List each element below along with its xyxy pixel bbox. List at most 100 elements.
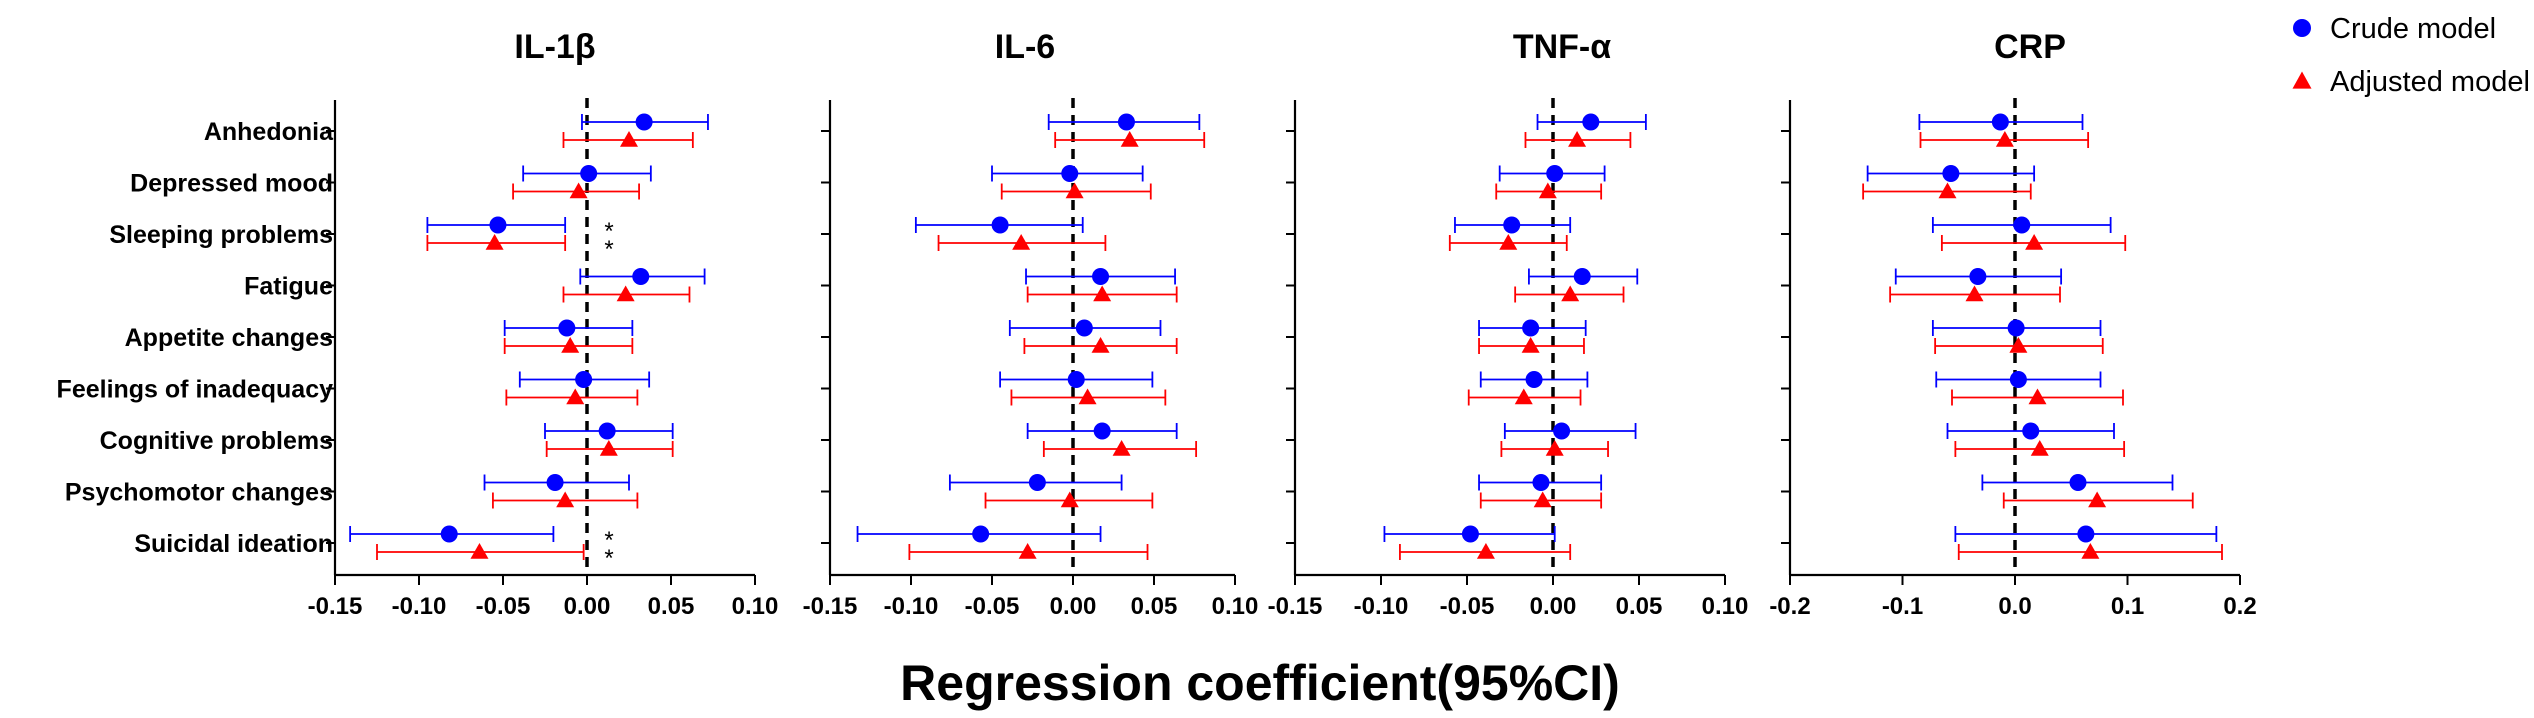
x-tick-label: 0.05 [648,593,695,620]
x-tick-label: 0.05 [1131,593,1178,620]
adjusted-point [1499,234,1518,250]
x-tick-label: 0.00 [564,593,611,620]
crude-point [1969,268,1987,285]
category-label: Psychomotor changes [65,479,333,507]
crude-point [632,268,650,285]
adjusted-point [1093,285,1112,302]
category-label: Feelings of inadequacy [57,376,334,404]
category-label: Sleeping problems [109,221,333,249]
x-tick-label: 0.05 [1616,593,1663,620]
adjusted-point [1514,388,1533,405]
category-label: Appetite changes [125,324,333,352]
significance-star: * [604,527,613,554]
adjusted-point [485,234,504,250]
adjusted-point [1995,131,2014,147]
legend-crude-marker [2293,19,2311,37]
crude-point [546,474,564,491]
crude-point [2013,216,2031,234]
adjusted-point [1120,131,1139,147]
panel-title: CRP [1994,28,2066,66]
adjusted-point [1521,337,1540,353]
category-label: Anhedonia [204,118,334,146]
x-tick-label: -0.05 [1440,593,1495,620]
panel-2: TNF-α -0.15 -0.10 -0.05 0.00 0.05 0.10 [1268,28,1749,620]
crude-point [2077,525,2095,543]
crude-point [991,216,1009,234]
adjusted-point [2030,440,2049,456]
crude-point [558,319,576,337]
x-tick-label: -0.15 [1268,593,1323,620]
x-axis-label: Regression coefficient(95%CI) [900,655,1620,711]
crude-point [2009,371,2027,388]
legend: Crude model Adjusted model [2292,13,2530,98]
crude-point [635,113,653,131]
x-tick-label: 0.2 [2223,593,2256,620]
adjusted-point [2028,388,2047,405]
crude-point [1067,371,1085,388]
x-tick-label: -0.15 [308,593,363,620]
adjusted-point [1538,182,1557,199]
panel-3: CRP -0.2 -0.1 0.0 0.1 0.2 [1769,28,2256,620]
adjusted-point [470,543,489,559]
adjusted-point [1012,234,1031,250]
x-tick-label: 0.10 [732,593,779,620]
legend-label: Adjusted model [2330,66,2530,98]
crude-point [1991,113,2009,131]
crude-point [598,422,616,440]
x-tick-label: -0.1 [1882,593,1923,620]
x-tick-label: -0.10 [884,593,939,620]
crude-point [489,216,507,234]
significance-star: * [604,545,613,572]
crude-point [1532,474,1550,491]
x-tick-label: -0.2 [1769,593,1810,620]
panel-title: IL-6 [995,28,1055,66]
crude-point [1061,165,1079,182]
x-tick-label: -0.10 [392,593,447,620]
adjusted-point [1568,131,1587,147]
x-tick-label: -0.05 [476,593,531,620]
x-tick-label: 0.00 [1050,593,1097,620]
x-tick-label: 0.1 [2111,593,2144,620]
x-tick-label: 0.00 [1530,593,1577,620]
crude-point [1522,319,1540,337]
crude-point [1028,474,1046,491]
adjusted-point [569,182,588,199]
adjusted-point [1060,491,1079,508]
category-label: Depressed mood [130,170,333,198]
adjusted-point [1561,285,1580,302]
adjusted-point [599,440,618,456]
adjusted-point [1938,182,1957,199]
adjusted-point [616,285,635,302]
adjusted-point [1091,337,1110,353]
adjusted-point [2009,337,2028,353]
adjusted-point [1533,491,1552,508]
legend-adjusted-marker [2292,71,2312,89]
x-tick-label: -0.15 [803,593,858,620]
x-tick-label: -0.10 [1354,593,1409,620]
x-tick-label: 0.10 [1212,593,1259,620]
crude-point [1582,113,1600,131]
panel-1: IL-6 -0.15 -0.10 -0.05 0.00 0.05 0.10 [803,28,1259,620]
significance-star: * [604,218,613,245]
crude-point [2007,319,2025,337]
x-tick-label: 0.0 [1998,593,2031,620]
crude-point [1525,371,1543,388]
crude-point [1573,268,1591,285]
adjusted-point [2081,543,2100,559]
adjusted-point [1112,440,1131,456]
adjusted-point [620,131,638,147]
crude-point [580,165,598,182]
panel-0: IL-1β-0.15 -0.10 -0.05 0.00 0.05 0.10**** [308,28,779,620]
adjusted-point [1965,285,1984,302]
adjusted-point [556,491,575,508]
panels: IL-1β-0.15 -0.10 -0.05 0.00 0.05 0.10****IL-6… [308,28,2257,620]
adjusted-point [1018,543,1037,559]
crude-point [1092,268,1110,285]
adjusted-point [1078,388,1097,405]
crude-point [972,525,990,543]
x-tick-label: -0.05 [965,593,1020,620]
adjusted-point [2088,491,2107,508]
crude-point [1093,422,1111,440]
crude-point [1546,165,1564,182]
